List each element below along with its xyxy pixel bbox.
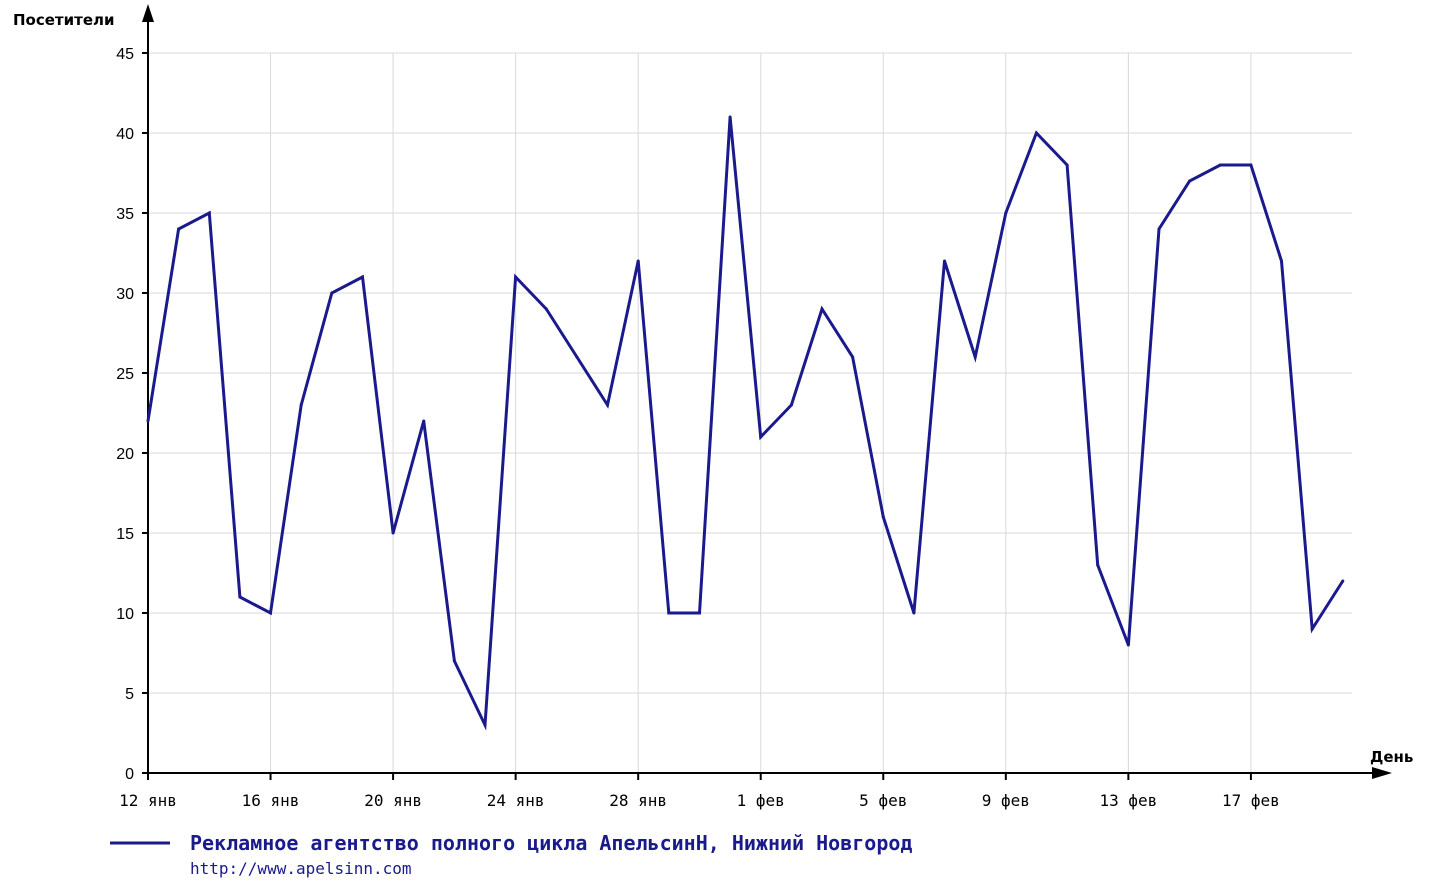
- y-axis-arrow: [142, 4, 154, 22]
- data-point: [514, 275, 518, 279]
- x-tick-label: 13 фев: [1099, 791, 1157, 810]
- data-point: [360, 275, 364, 279]
- x-tick-label: 17 фев: [1222, 791, 1280, 810]
- data-point: [575, 355, 579, 359]
- data-point: [973, 355, 977, 359]
- legend-url: http://www.apelsinn.com: [190, 859, 412, 878]
- y-tick-label: 0: [125, 766, 134, 783]
- y-tick-label: 5: [125, 686, 134, 703]
- data-point: [483, 723, 487, 727]
- y-tick-label: 15: [116, 526, 134, 543]
- data-point: [1157, 227, 1161, 231]
- data-point: [391, 531, 395, 535]
- x-tick-label: 1 фев: [737, 791, 785, 810]
- data-point: [912, 611, 916, 615]
- y-tick-label: 45: [116, 46, 134, 63]
- series-points: [146, 115, 1345, 727]
- data-point: [269, 611, 273, 615]
- y-tick-label: 30: [116, 286, 134, 303]
- x-tick-label: 28 янв: [609, 791, 667, 810]
- data-point: [820, 307, 824, 311]
- y-tick-label: 10: [116, 606, 134, 623]
- data-point: [422, 419, 426, 423]
- x-tick-label: 20 янв: [364, 791, 422, 810]
- data-point: [1249, 163, 1253, 167]
- data-point: [1004, 211, 1008, 215]
- data-point: [299, 403, 303, 407]
- y-tick-label: 20: [116, 446, 134, 463]
- data-point: [943, 259, 947, 263]
- x-tick-labels: 12 янв 16 янв 20 янв 24 янв 28 янв 1 фев 5 фев…: [119, 773, 1280, 810]
- x-tick-label: 24 янв: [487, 791, 545, 810]
- data-point: [207, 211, 211, 215]
- x-tick-label: 12 янв: [119, 791, 177, 810]
- axes: [142, 4, 1392, 779]
- data-point: [759, 435, 763, 439]
- data-point: [728, 115, 732, 119]
- data-point: [1188, 179, 1192, 183]
- data-point: [1218, 163, 1222, 167]
- data-point: [452, 659, 456, 663]
- y-axis-label: Посетители: [13, 11, 115, 29]
- data-point: [544, 307, 548, 311]
- x-tick-label: 9 фев: [982, 791, 1030, 810]
- y-tick-label: 40: [116, 126, 134, 143]
- y-tick-labels: 0 5 10 15 20 25 30 35 40 45: [116, 46, 148, 783]
- data-point: [789, 403, 793, 407]
- legend: Рекламное агентство полного цикла Апельс…: [110, 831, 912, 878]
- data-point: [1096, 563, 1100, 567]
- data-point: [851, 355, 855, 359]
- data-point: [1310, 627, 1314, 631]
- data-point: [1280, 259, 1284, 263]
- data-point: [606, 403, 610, 407]
- data-point: [881, 515, 885, 519]
- x-axis-arrow: [1372, 767, 1392, 779]
- data-point: [1341, 579, 1345, 583]
- data-point: [1034, 131, 1038, 135]
- x-tick-label: 5 фев: [859, 791, 907, 810]
- legend-title: Рекламное агентство полного цикла Апельс…: [190, 831, 912, 855]
- data-point: [636, 259, 640, 263]
- x-axis-label: День: [1370, 748, 1413, 766]
- x-tick-label: 16 янв: [242, 791, 300, 810]
- data-point: [146, 419, 150, 423]
- series-line: [146, 116, 1345, 731]
- data-point: [697, 611, 701, 615]
- y-tick-label: 35: [116, 206, 134, 223]
- grid-lines: [148, 52, 1352, 773]
- data-point: [238, 595, 242, 599]
- data-point: [330, 291, 334, 295]
- y-tick-label: 25: [116, 366, 134, 383]
- data-point: [1065, 163, 1069, 167]
- data-point: [177, 227, 181, 231]
- data-point: [667, 611, 671, 615]
- data-point: [1126, 643, 1130, 647]
